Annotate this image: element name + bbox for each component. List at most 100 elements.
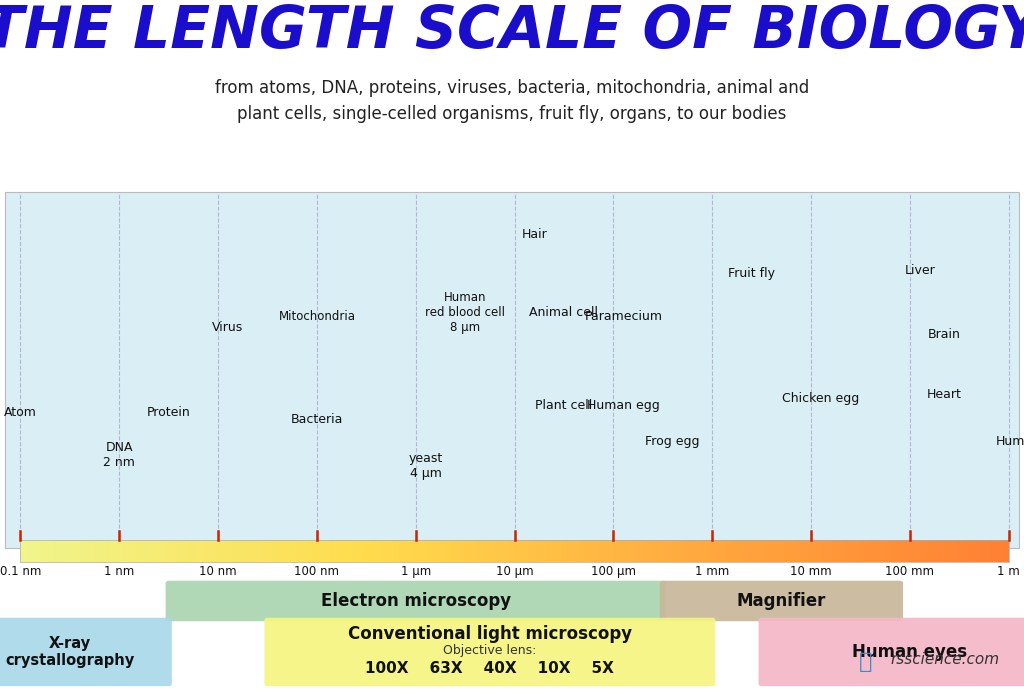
Bar — [334, 540, 337, 562]
Text: Objective lens:: Objective lens: — [443, 644, 537, 657]
Bar — [300, 540, 304, 562]
Bar — [795, 540, 798, 562]
Bar — [113, 540, 116, 562]
Bar — [847, 540, 851, 562]
Bar — [307, 540, 310, 562]
Bar — [778, 540, 781, 562]
Bar — [768, 540, 771, 562]
Bar — [916, 540, 920, 562]
Bar — [188, 540, 191, 562]
Bar — [551, 540, 554, 562]
Bar — [432, 540, 435, 562]
Bar — [27, 540, 31, 562]
Bar — [643, 540, 646, 562]
Bar — [439, 540, 442, 562]
Text: THE LENGTH SCALE OF BIOLOGY: THE LENGTH SCALE OF BIOLOGY — [0, 3, 1024, 60]
Bar — [863, 540, 867, 562]
Text: Plant cell: Plant cell — [536, 399, 593, 412]
Bar — [126, 540, 129, 562]
Bar — [508, 540, 511, 562]
Bar — [798, 540, 801, 562]
Bar — [567, 540, 570, 562]
Bar — [890, 540, 893, 562]
Bar — [34, 540, 37, 562]
Bar — [801, 540, 805, 562]
Text: 0.1 nm: 0.1 nm — [0, 565, 41, 579]
Bar — [459, 540, 462, 562]
Bar — [44, 540, 47, 562]
Bar — [851, 540, 854, 562]
Text: rsscience.com: rsscience.com — [890, 652, 999, 667]
Bar — [267, 540, 270, 562]
Bar — [83, 540, 86, 562]
Bar — [435, 540, 439, 562]
Bar — [350, 540, 353, 562]
Bar — [584, 540, 587, 562]
Bar — [969, 540, 973, 562]
Bar — [37, 540, 40, 562]
Bar — [535, 540, 538, 562]
Bar — [808, 540, 811, 562]
Text: 100X    63X    40X    10X    5X: 100X 63X 40X 10X 5X — [366, 661, 614, 676]
FancyBboxPatch shape — [0, 618, 172, 686]
Text: Fruit fly: Fruit fly — [728, 267, 775, 281]
Bar — [824, 540, 827, 562]
Bar — [989, 540, 992, 562]
Bar — [67, 540, 70, 562]
Bar — [456, 540, 459, 562]
Bar — [221, 540, 224, 562]
Bar — [817, 540, 821, 562]
Bar — [956, 540, 959, 562]
Bar — [976, 540, 979, 562]
Text: 10 μm: 10 μm — [496, 565, 534, 579]
Bar — [600, 540, 603, 562]
Bar — [913, 540, 916, 562]
Bar — [920, 540, 923, 562]
Text: Magnifier: Magnifier — [736, 592, 826, 610]
Text: Protein: Protein — [146, 406, 190, 419]
Bar — [386, 540, 389, 562]
Bar — [699, 540, 702, 562]
Bar — [231, 540, 234, 562]
Bar — [212, 540, 215, 562]
Bar — [985, 540, 989, 562]
Bar — [557, 540, 561, 562]
Bar — [53, 540, 56, 562]
Bar — [191, 540, 195, 562]
Text: Animal cell: Animal cell — [529, 306, 598, 320]
Bar — [139, 540, 142, 562]
Bar — [952, 540, 956, 562]
Bar — [364, 540, 367, 562]
Bar — [218, 540, 221, 562]
Bar — [887, 540, 890, 562]
Bar — [50, 540, 53, 562]
Text: 10 nm: 10 nm — [200, 565, 237, 579]
Bar — [182, 540, 185, 562]
Text: Hair: Hair — [521, 228, 547, 242]
Bar — [792, 540, 795, 562]
Bar — [841, 540, 844, 562]
Bar — [324, 540, 327, 562]
Bar — [771, 540, 775, 562]
Bar — [224, 540, 228, 562]
Bar — [202, 540, 205, 562]
Bar — [1002, 540, 1006, 562]
Text: Mitochondria: Mitochondria — [279, 310, 355, 323]
Bar — [96, 540, 99, 562]
Bar — [524, 540, 527, 562]
Bar — [359, 540, 364, 562]
Bar — [245, 540, 248, 562]
FancyBboxPatch shape — [759, 618, 1024, 686]
Text: 1 μm: 1 μm — [400, 565, 431, 579]
Bar — [943, 540, 946, 562]
Text: Liver: Liver — [904, 264, 935, 277]
Bar — [294, 540, 297, 562]
Text: from atoms, DNA, proteins, viruses, bacteria, mitochondria, animal and
plant cel: from atoms, DNA, proteins, viruses, bact… — [215, 79, 809, 124]
Text: yeast
4 μm: yeast 4 μm — [409, 452, 442, 480]
Bar — [475, 540, 478, 562]
Bar — [215, 540, 218, 562]
Bar — [637, 540, 640, 562]
Bar — [102, 540, 106, 562]
Bar — [673, 540, 676, 562]
Bar — [805, 540, 808, 562]
